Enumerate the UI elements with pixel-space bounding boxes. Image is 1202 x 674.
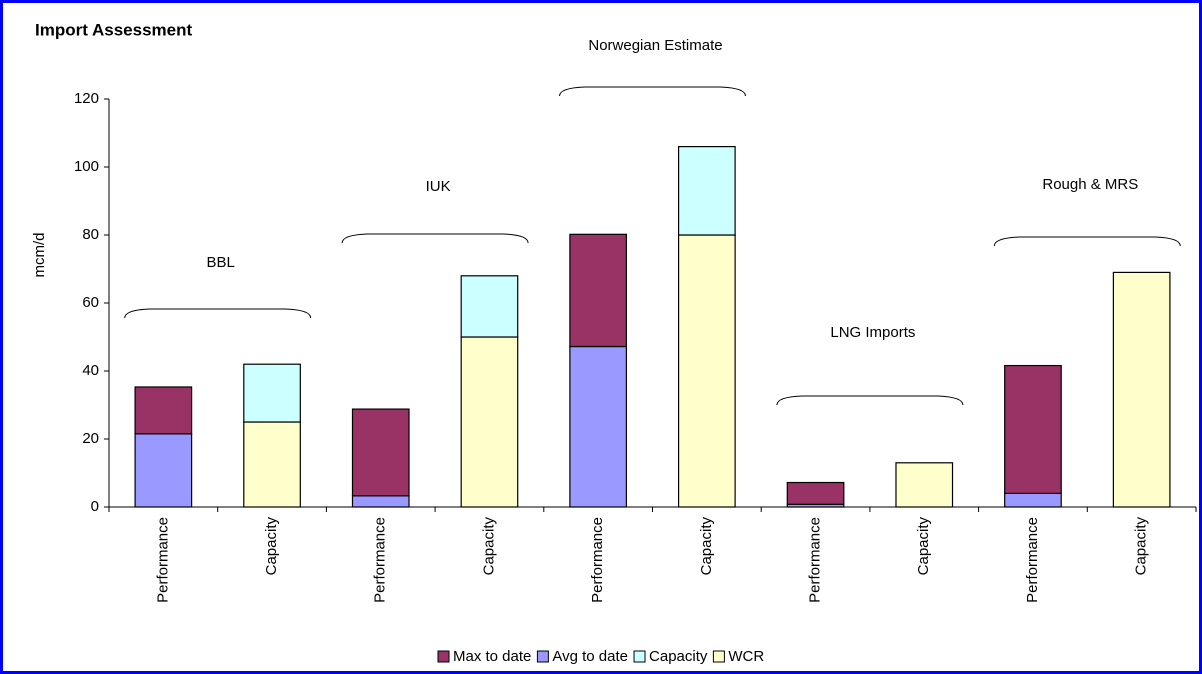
- bar-segment: [1004, 492, 1062, 508]
- group-bracket: [559, 86, 746, 97]
- y-tick-label: 20: [82, 430, 99, 447]
- bar-segment: [1112, 271, 1171, 508]
- x-tick-label: Capacity: [915, 517, 932, 576]
- bar-segment: [460, 275, 519, 338]
- bar-segment: [351, 408, 410, 497]
- group-bracket: [124, 308, 312, 319]
- y-axis-label: mcm/d: [31, 233, 48, 278]
- bar-segment: [895, 462, 954, 508]
- x-tick-label: Performance: [1024, 517, 1041, 603]
- legend-label: Capacity: [649, 648, 708, 665]
- bar-segment: [243, 363, 301, 423]
- y-tick-label: 40: [82, 362, 99, 379]
- x-tick-label: Performance: [589, 517, 606, 603]
- y-tick-label: 100: [74, 158, 99, 175]
- legend-label: Avg to date: [552, 648, 628, 665]
- y-tick-label: 80: [82, 226, 99, 243]
- y-tick-label: 0: [91, 498, 99, 515]
- y-tick-label: 60: [82, 294, 99, 311]
- group-label: IUK: [426, 178, 451, 195]
- chart-title: Import Assessment: [35, 20, 192, 39]
- bar-segment: [677, 234, 736, 508]
- bar-segment: [786, 481, 845, 505]
- bar-segment: [243, 421, 301, 508]
- x-tick-label: Capacity: [480, 517, 497, 576]
- x-tick-label: Performance: [154, 517, 171, 603]
- x-tick-label: Capacity: [263, 517, 280, 576]
- legend-label: Max to date: [453, 648, 531, 665]
- bar-segment: [134, 433, 193, 508]
- x-tick-label: Capacity: [1133, 517, 1150, 576]
- bar-segment: [134, 386, 193, 435]
- x-tick-label: Capacity: [698, 517, 715, 576]
- group-label: Norwegian Estimate: [588, 37, 722, 54]
- group-bracket: [341, 233, 529, 244]
- group-label: Rough & MRS: [1042, 176, 1138, 193]
- legend-swatch: [437, 650, 450, 663]
- legend-swatch: [536, 650, 549, 663]
- legend-swatch: [633, 650, 646, 663]
- bar-segment: [460, 336, 519, 508]
- group-label: LNG Imports: [830, 324, 915, 341]
- bar-segment: [351, 495, 410, 508]
- legend-swatch: [712, 650, 725, 663]
- x-tick-label: Performance: [372, 517, 389, 603]
- bar-segment: [677, 146, 736, 236]
- bar-segment: [569, 233, 628, 348]
- group-label: BBL: [207, 254, 235, 271]
- y-tick-label: 120: [74, 90, 99, 107]
- legend-label: WCR: [728, 648, 764, 665]
- group-bracket: [993, 236, 1181, 247]
- group-bracket: [776, 395, 964, 406]
- bar-segment: [1004, 364, 1062, 494]
- x-tick-label: Performance: [807, 517, 824, 603]
- bar-segment: [569, 345, 628, 508]
